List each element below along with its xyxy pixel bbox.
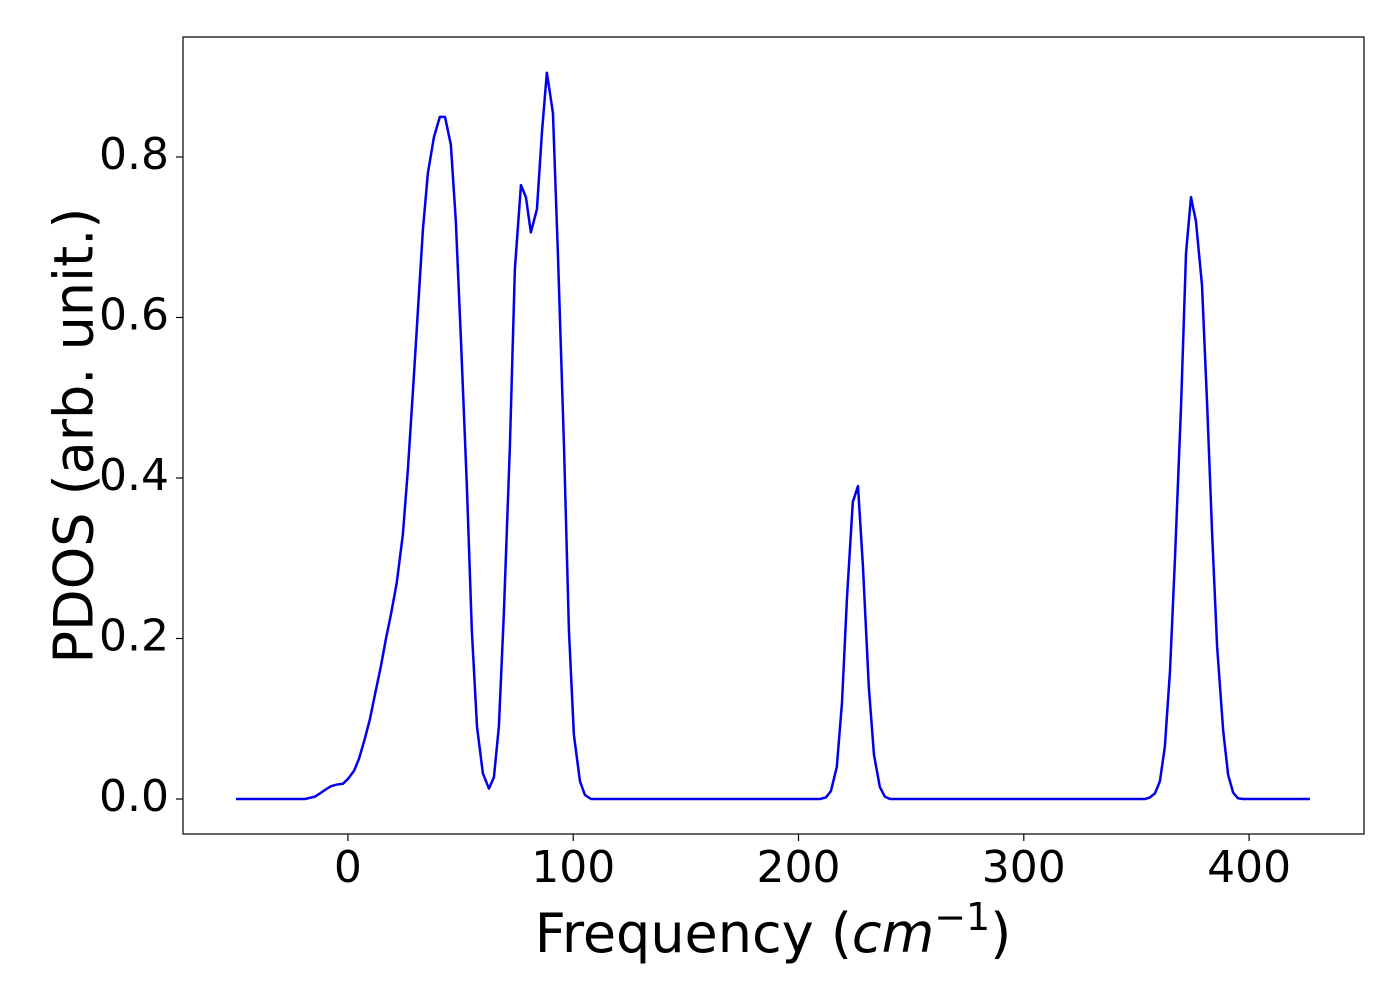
y-tick-label: 0.2	[99, 611, 169, 662]
x-label-exponent: −1	[934, 895, 990, 939]
x-tick-label: 200	[757, 842, 841, 893]
x-label-text: Frequency (	[535, 902, 852, 965]
y-tick-label: 0.0	[99, 771, 169, 822]
x-axis-label: Frequency (cm−1)	[535, 895, 1012, 965]
x-tick-label: 0	[334, 842, 362, 893]
plot-frame	[182, 36, 1365, 835]
x-tick-label: 400	[1207, 842, 1291, 893]
y-tick-label: 0.4	[99, 450, 169, 501]
x-label-unit: cm	[852, 902, 934, 965]
data-line	[235, 71, 1310, 801]
y-tick-label: 0.8	[99, 129, 169, 180]
y-axis-label: PDOS (arb. unit.)	[43, 208, 106, 664]
x-tick-label: 100	[531, 842, 615, 893]
x-label-text: )	[990, 902, 1011, 965]
y-tick-label: 0.6	[99, 289, 169, 340]
x-tick-label: 300	[982, 842, 1066, 893]
